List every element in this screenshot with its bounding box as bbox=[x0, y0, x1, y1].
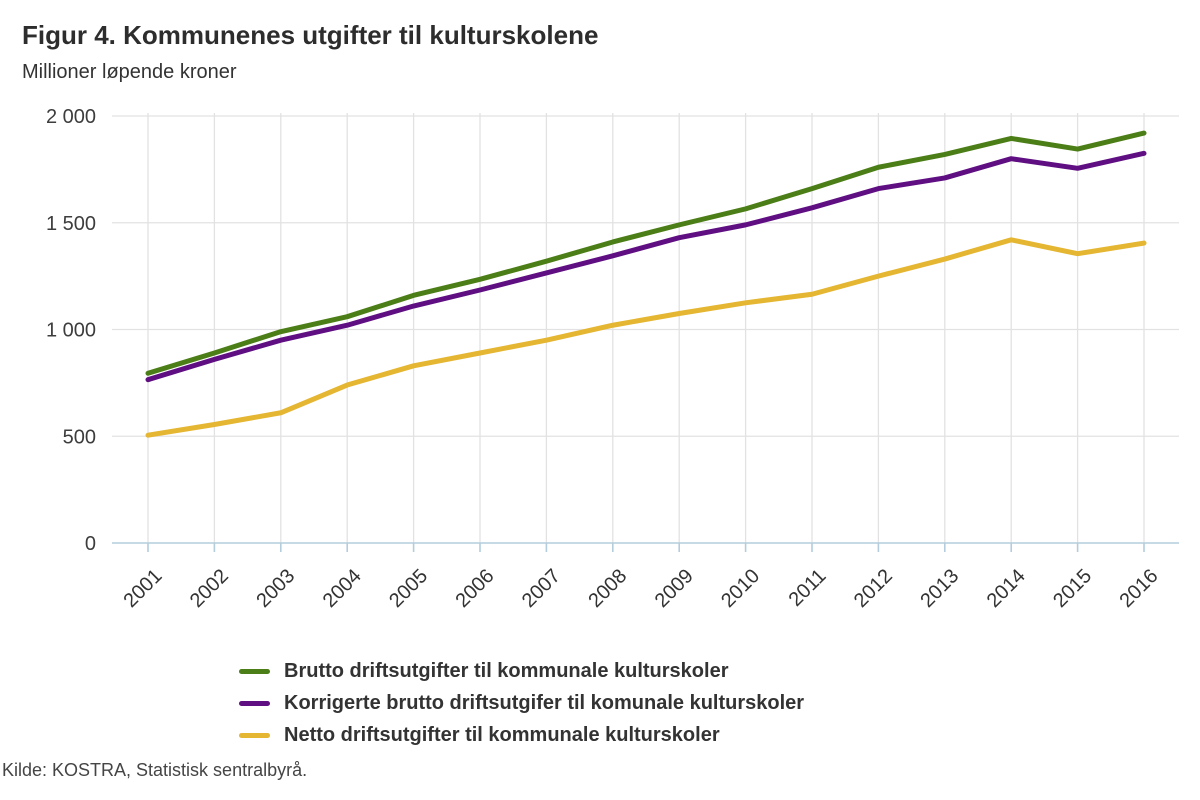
figure-title: Figur 4. Kommunenes utgifter til kulturs… bbox=[22, 20, 599, 50]
svg-text:2003: 2003 bbox=[252, 565, 299, 612]
svg-text:2012: 2012 bbox=[850, 565, 897, 612]
svg-text:1 500: 1 500 bbox=[46, 213, 96, 235]
legend-label-netto: Netto driftsutgifter til kommunale kultu… bbox=[284, 723, 720, 746]
legend-item-korrigerte: Korrigerte brutto driftsutgifer til komu… bbox=[239, 687, 804, 719]
line-chart: 2001 2002 2003 2004 2005 2006 2007 2008 2009 2010… bbox=[46, 106, 1179, 612]
source-note: Kilde: KOSTRA, Statistisk sentralbyrå. bbox=[2, 760, 308, 780]
chart-legend: Brutto driftsutgifter til kommunale kult… bbox=[239, 655, 804, 751]
svg-text:2 000: 2 000 bbox=[46, 106, 96, 128]
legend-item-netto: Netto driftsutgifter til kommunale kultu… bbox=[239, 719, 804, 751]
legend-swatch-brutto bbox=[239, 668, 270, 674]
svg-text:2006: 2006 bbox=[452, 565, 499, 612]
svg-text:2014: 2014 bbox=[983, 565, 1030, 612]
svg-text:2001: 2001 bbox=[120, 565, 167, 612]
svg-text:1 000: 1 000 bbox=[46, 320, 96, 342]
svg-text:500: 500 bbox=[63, 426, 96, 448]
svg-text:2016: 2016 bbox=[1116, 565, 1163, 612]
svg-text:2011: 2011 bbox=[785, 565, 831, 611]
svg-text:2013: 2013 bbox=[916, 565, 963, 612]
legend-item-brutto: Brutto driftsutgifter til kommunale kult… bbox=[239, 655, 804, 687]
legend-swatch-netto bbox=[239, 732, 270, 738]
svg-text:2004: 2004 bbox=[319, 565, 366, 612]
svg-text:2008: 2008 bbox=[584, 565, 631, 612]
svg-text:2005: 2005 bbox=[385, 565, 432, 612]
legend-label-brutto: Brutto driftsutgifter til kommunale kult… bbox=[284, 659, 729, 682]
legend-swatch-korrigerte bbox=[239, 700, 270, 706]
svg-text:2015: 2015 bbox=[1049, 565, 1096, 612]
svg-text:2010: 2010 bbox=[717, 565, 764, 612]
svg-text:0: 0 bbox=[85, 533, 96, 555]
legend-label-korrigerte: Korrigerte brutto driftsutgifer til komu… bbox=[284, 691, 805, 714]
svg-text:2007: 2007 bbox=[518, 565, 565, 612]
svg-text:2002: 2002 bbox=[186, 565, 233, 612]
svg-text:2009: 2009 bbox=[651, 565, 698, 612]
figure-subtitle: Millioner løpende kroner bbox=[22, 61, 237, 83]
